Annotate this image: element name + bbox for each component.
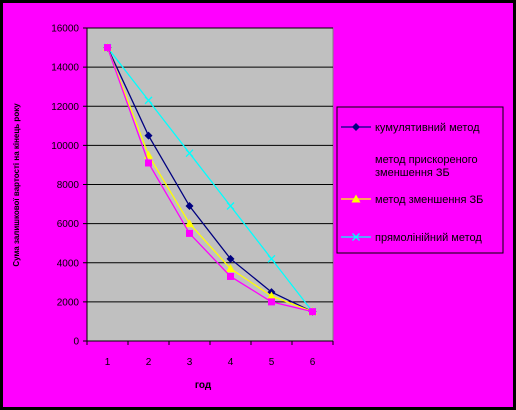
data-point <box>185 149 194 158</box>
series-4 <box>103 43 317 316</box>
y-tick-label: 6000 <box>57 219 80 230</box>
line-chart: 0 2000 4000 6000 8000 10000 12000 14000 16000 1 2… <box>12 24 504 391</box>
data-point <box>144 96 153 105</box>
legend-item: метод зменшення ЗБ <box>341 194 483 206</box>
legend-item: прямолінійний метод <box>341 232 482 244</box>
legend-label: зменшення ЗБ <box>375 167 450 179</box>
series-line <box>106 47 313 313</box>
y-tick-label: 0 <box>73 337 79 348</box>
x-tick-label: 4 <box>228 357 234 368</box>
legend-label: метод зменшення ЗБ <box>375 194 483 206</box>
x-tick-label: 6 <box>310 357 316 368</box>
y-tick-label: 14000 <box>51 63 79 74</box>
y-tick-label: 16000 <box>51 24 79 35</box>
x-tick-label: 3 <box>187 357 193 368</box>
data-point <box>267 291 276 300</box>
series-line <box>106 47 314 313</box>
data-point <box>226 264 235 273</box>
x-tick-label: 2 <box>146 357 152 368</box>
legend <box>336 106 504 254</box>
data-point <box>267 254 276 263</box>
legend-label: кумулятивний метод <box>375 122 480 134</box>
series-line <box>106 47 313 313</box>
legend-label: метод прискореного <box>375 154 478 166</box>
data-point <box>145 159 152 167</box>
series-line <box>106 47 313 313</box>
legend-marker <box>352 233 360 241</box>
data-point <box>144 131 153 140</box>
data-point <box>185 219 194 228</box>
legend-marker <box>351 194 361 203</box>
y-axis-title: Сума залишкової вартості на кінець року <box>12 103 21 267</box>
y-tick-label: 4000 <box>57 258 80 269</box>
legend-marker <box>352 123 360 131</box>
x-tick-label: 1 <box>105 357 111 368</box>
series-2 <box>104 44 316 316</box>
x-tick-label: 5 <box>269 357 275 368</box>
y-tick-label: 10000 <box>51 141 79 152</box>
legend-item: кумулятивний метод <box>341 122 480 134</box>
y-tick-label: 2000 <box>57 297 80 308</box>
data-point <box>268 298 275 306</box>
y-tick-label: 8000 <box>57 180 80 191</box>
data-point <box>226 202 235 210</box>
data-point <box>185 202 194 211</box>
data-point <box>309 308 316 316</box>
data-point <box>186 229 193 237</box>
data-point <box>227 272 234 280</box>
chart-area: 0 2000 4000 6000 8000 10000 12000 14000 16000 1 2… <box>3 3 513 407</box>
data-point <box>104 44 111 52</box>
legend-label: прямолінійний метод <box>375 232 482 244</box>
y-tick-label: 12000 <box>51 102 79 113</box>
x-axis-title: год <box>195 380 212 391</box>
data-point <box>226 254 235 263</box>
